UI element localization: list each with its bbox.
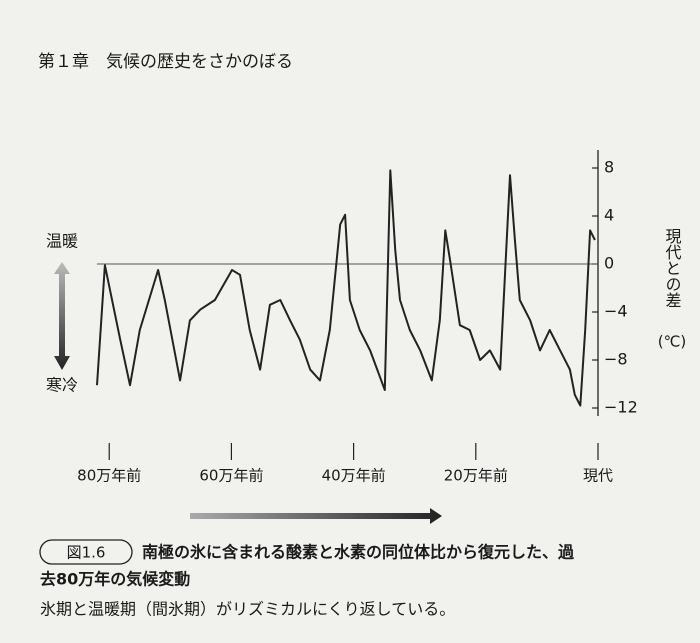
time-arrow bbox=[190, 508, 442, 524]
y-axis-title: 現代との差 bbox=[663, 228, 682, 308]
chapter-title: 第１章 気候の歴史をさかのぼる bbox=[38, 52, 293, 72]
y-tick-label: −4 bbox=[604, 302, 628, 321]
cold-label: 寒冷 bbox=[46, 376, 78, 395]
x-tick-label: 現代 bbox=[583, 467, 613, 485]
warm-cold-arrow bbox=[54, 262, 70, 370]
caption-title: 南極の氷に含まれる酸素と水素の同位体比から復元した、過 bbox=[142, 543, 575, 562]
x-tick-label: 20万年前 bbox=[444, 467, 508, 485]
y-tick-label: 0 bbox=[604, 254, 614, 273]
figure-label-box bbox=[39, 539, 133, 565]
y-tick-label: 4 bbox=[604, 206, 614, 225]
warm-label: 温暖 bbox=[46, 232, 78, 251]
caption-title: 去80万年の気候変動 bbox=[40, 570, 190, 589]
y-axis-unit: (℃) bbox=[658, 333, 687, 351]
x-tick-label: 40万年前 bbox=[322, 467, 386, 485]
y-tick-label: −8 bbox=[604, 350, 628, 369]
temperature-line bbox=[96, 169, 596, 407]
y-tick-label: 8 bbox=[604, 158, 614, 177]
caption-text: 氷期と温暖期（間氷期）がリズミカルにくり返している。 bbox=[40, 600, 455, 619]
x-tick-label: 80万年前 bbox=[77, 467, 141, 485]
figure-label: 図1.6 bbox=[67, 544, 106, 562]
y-tick-label: −12 bbox=[604, 398, 638, 417]
x-tick-label: 60万年前 bbox=[199, 467, 263, 485]
